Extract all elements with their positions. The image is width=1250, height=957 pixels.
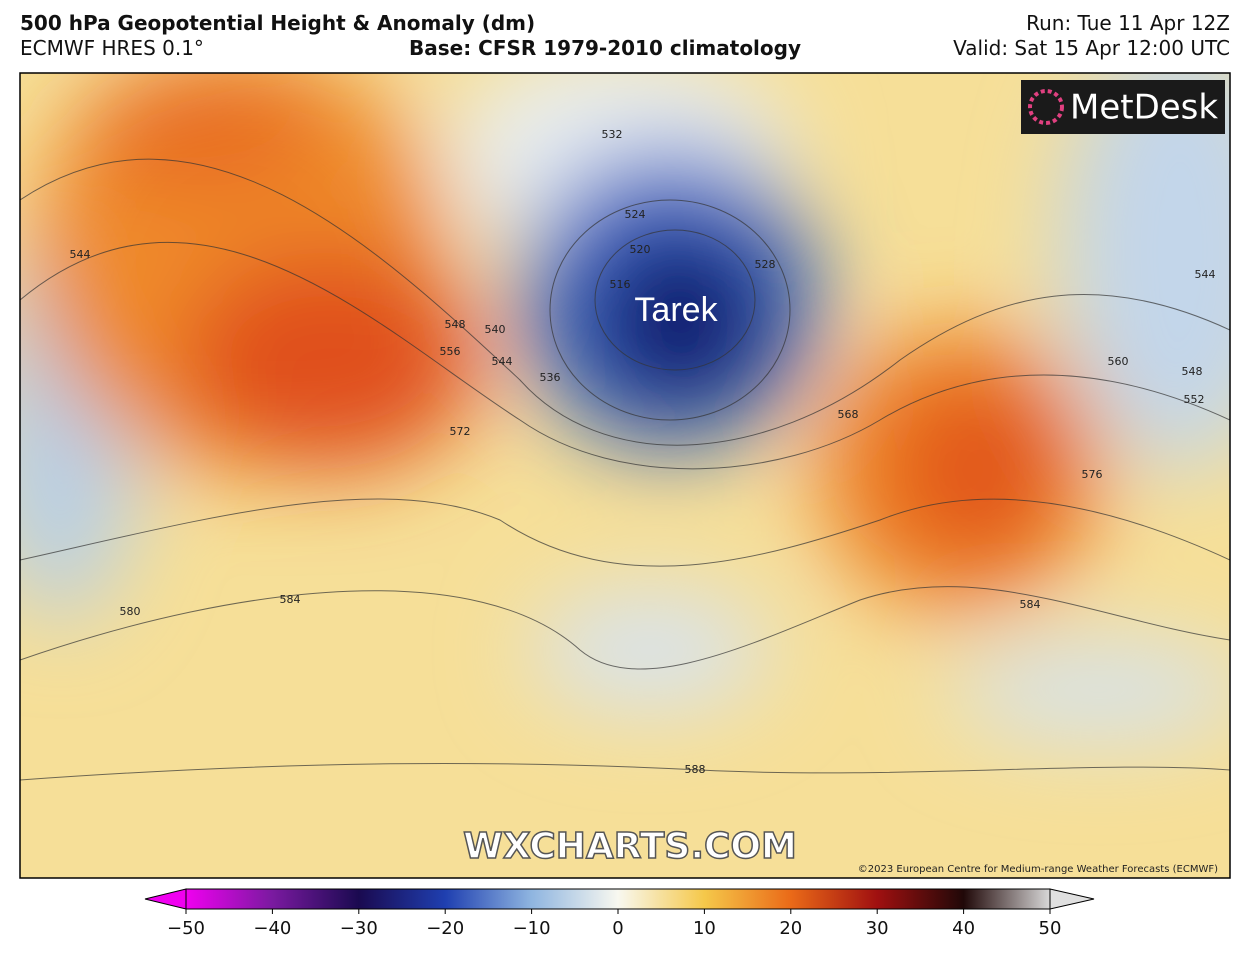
colorbar-tick-label: 50 bbox=[1039, 918, 1062, 939]
contour-label: 552 bbox=[1184, 393, 1205, 406]
colorbar-bar bbox=[185, 888, 1051, 910]
contour-label: 520 bbox=[630, 243, 651, 256]
logo-text: MetDesk bbox=[1070, 88, 1218, 128]
contour-label: 568 bbox=[838, 408, 859, 421]
contour bbox=[20, 158, 1230, 446]
logo-icon bbox=[1028, 89, 1064, 125]
contour-label: 556 bbox=[440, 345, 461, 358]
colorbar-tick-label: 0 bbox=[612, 918, 623, 939]
contour bbox=[549, 199, 791, 421]
base: Base: CFSR 1979-2010 climatology bbox=[409, 36, 801, 60]
colorbar-high-arrow bbox=[1049, 888, 1095, 910]
colorbar-tick-label: −30 bbox=[340, 918, 378, 939]
colorbar-tick-label: −20 bbox=[426, 918, 464, 939]
colorbar-tick-label: 30 bbox=[866, 918, 889, 939]
contour-labels: 532 524 520 516 528 544 548 540 544 536 556 572 568 5… bbox=[70, 128, 1216, 776]
contour-label: 544 bbox=[492, 355, 513, 368]
contour-label: 528 bbox=[755, 258, 776, 271]
map-frame bbox=[19, 72, 1231, 879]
valid: Valid: Sat 15 Apr 12:00 UTC bbox=[953, 36, 1230, 60]
colorbar-low-arrow bbox=[144, 888, 187, 910]
run: Run: Tue 11 Apr 12Z bbox=[1026, 11, 1230, 35]
contour-label: 544 bbox=[70, 248, 91, 261]
contour-label: 572 bbox=[450, 425, 471, 438]
storm-label: Tarek bbox=[634, 291, 718, 329]
copyright: ©2023 European Centre for Medium-range W… bbox=[858, 864, 1218, 875]
map: 532 524 520 516 528 544 548 540 544 536 556 572 568 5… bbox=[20, 73, 1230, 878]
model: ECMWF HRES 0.1° bbox=[20, 36, 204, 60]
contour-label: 516 bbox=[610, 278, 631, 291]
contour-label: 548 bbox=[1182, 365, 1203, 378]
logo-box bbox=[1021, 80, 1225, 134]
contour-label: 576 bbox=[1082, 468, 1103, 481]
contour-label: 540 bbox=[485, 323, 506, 336]
colorbar-tick-label: 10 bbox=[693, 918, 716, 939]
colorbar-tick-label: −10 bbox=[513, 918, 551, 939]
watermark: WXCHARTS.COM bbox=[463, 826, 797, 867]
title: 500 hPa Geopotential Height & Anomaly (d… bbox=[20, 11, 535, 35]
contour bbox=[20, 762, 1230, 781]
contour bbox=[20, 241, 1230, 470]
contour-label: 580 bbox=[120, 605, 141, 618]
contour-label: 584 bbox=[280, 593, 301, 606]
anomaly-field bbox=[20, 73, 1230, 740]
contour-label: 588 bbox=[685, 763, 706, 776]
contour-label: 536 bbox=[540, 371, 561, 384]
contour-label: 544 bbox=[1195, 268, 1216, 281]
contour-label: 532 bbox=[602, 128, 623, 141]
contour-label: 584 bbox=[1020, 598, 1041, 611]
contour-label: 548 bbox=[445, 318, 466, 331]
contour bbox=[20, 498, 1230, 567]
contour bbox=[594, 229, 756, 371]
colorbar: −50 −40 −30 −20 −10 0 10 20 30 40 50 bbox=[144, 888, 1095, 939]
colorbar-tick-label: 20 bbox=[779, 918, 802, 939]
colorbar-tick-label: −40 bbox=[253, 918, 291, 939]
colorbar-tick-label: −50 bbox=[167, 918, 205, 939]
contour bbox=[20, 586, 1230, 670]
contour-label: 524 bbox=[625, 208, 646, 221]
contour-label: 560 bbox=[1108, 355, 1129, 368]
colorbar-tick-label: 40 bbox=[952, 918, 975, 939]
